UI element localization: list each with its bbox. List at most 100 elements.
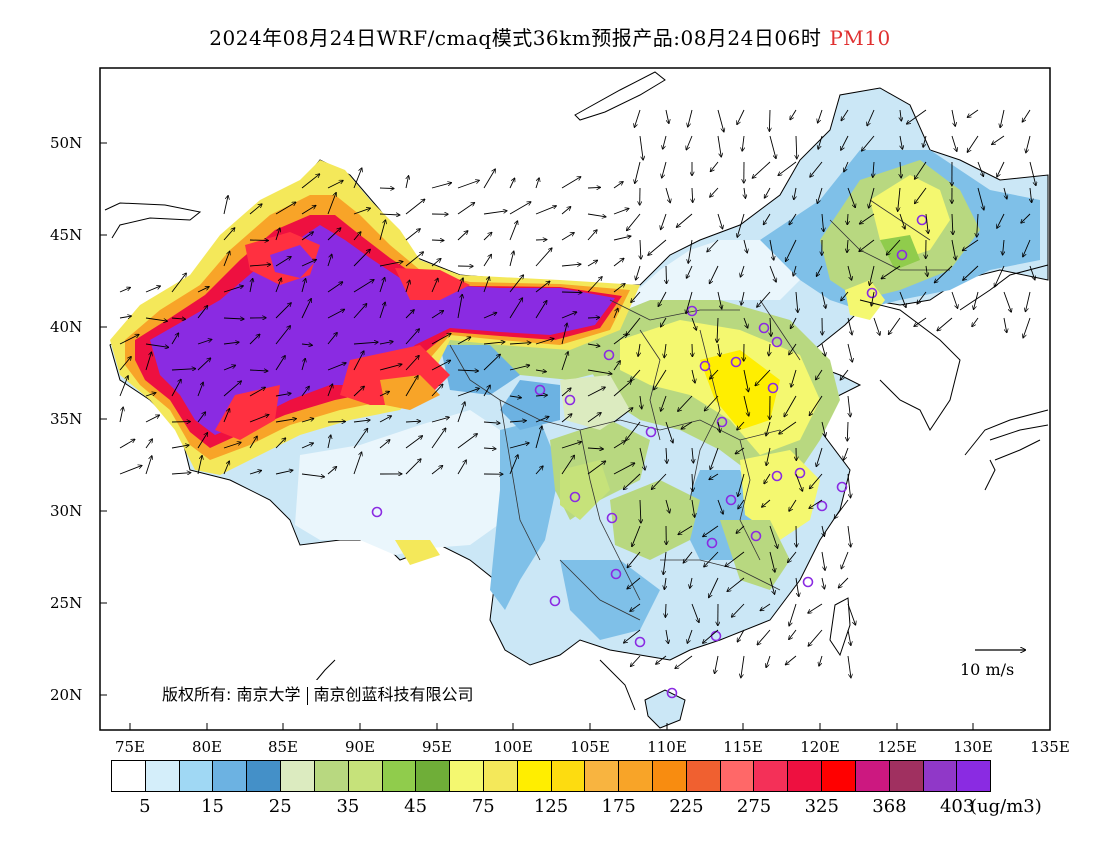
wind-arrow	[968, 109, 979, 117]
wind-arrow	[794, 187, 796, 199]
wind-arrow	[684, 551, 693, 563]
wind-arrow	[737, 213, 745, 237]
wind-arrow	[779, 421, 797, 434]
wind-arrow	[717, 213, 723, 229]
lat-label-45n: 45N	[50, 226, 83, 244]
wind-arrow	[145, 286, 160, 293]
wind-arrow	[710, 187, 719, 197]
wind-arrow	[847, 421, 848, 441]
wind-arrow	[764, 473, 771, 483]
wind-arrow	[769, 109, 770, 131]
wind-arrow	[757, 629, 771, 645]
wind-arrow	[736, 525, 745, 533]
wind-arrow	[628, 551, 641, 567]
wind-arrow	[900, 109, 901, 121]
wind-arrow	[631, 291, 641, 302]
lon-label-120e: 120E	[800, 738, 840, 756]
wind-arrow	[951, 109, 955, 126]
wind-arrow	[665, 499, 670, 513]
wind-arrow	[822, 213, 824, 231]
wind-arrow	[119, 335, 139, 345]
wind-arrow	[171, 445, 189, 449]
wind-arrow	[997, 161, 1005, 177]
lon-label-115e: 115E	[723, 738, 763, 756]
wind-arrow	[353, 232, 361, 241]
legend-swatch	[145, 761, 180, 791]
copyright-prefix: 版权所有:	[162, 685, 232, 704]
wind-arrow	[665, 421, 673, 443]
wind-arrow	[661, 213, 667, 229]
wind-arrow	[691, 369, 695, 383]
wind-arrow	[587, 344, 599, 346]
wind-arrow	[535, 339, 554, 345]
lon-label-130e: 130E	[953, 738, 993, 756]
wind-arrow	[923, 135, 927, 147]
wind-arrow	[457, 295, 462, 319]
wind-arrow	[535, 248, 552, 267]
wind-arrow	[405, 459, 421, 475]
wind-arrow	[301, 443, 313, 449]
wind-arrow	[483, 342, 504, 344]
wind-arrow	[937, 317, 953, 331]
wind-arrow	[796, 525, 797, 547]
legend-swatch	[348, 761, 383, 791]
wind-arrow	[821, 291, 826, 308]
wind-arrow	[867, 109, 875, 125]
legend-swatch	[653, 761, 687, 791]
wind-arrow	[743, 317, 748, 328]
wind-arrow	[431, 385, 443, 397]
wind-arrow	[327, 228, 341, 241]
wind-arrow	[691, 603, 699, 622]
wind-arrow	[561, 177, 581, 189]
wind-arrow	[275, 228, 280, 241]
wind-arrow	[561, 207, 571, 215]
wind-arrow	[791, 369, 797, 387]
wind-arrow	[431, 417, 449, 423]
legend-swatch	[720, 761, 755, 791]
wind-arrow	[889, 317, 901, 334]
lat-label-50n: 50N	[50, 134, 83, 152]
wind-arrow	[808, 629, 823, 646]
wind-arrow	[717, 135, 721, 157]
wind-arrow	[753, 161, 771, 178]
wind-arrow	[509, 179, 515, 189]
wind-arrow	[327, 255, 332, 267]
wind-vector-field	[119, 109, 1036, 677]
wind-arrow	[561, 312, 576, 319]
wind-arrow	[327, 422, 345, 423]
wind-arrow	[509, 396, 521, 398]
wind-arrow	[431, 259, 441, 267]
wind-arrow	[717, 499, 723, 514]
legend-label: 75	[471, 796, 495, 817]
wind-arrow	[963, 265, 979, 280]
wind-arrow	[457, 181, 479, 189]
wind-arrow	[847, 525, 851, 547]
wind-arrow	[561, 292, 581, 293]
wind-arrow	[860, 213, 875, 224]
legend-swatch	[822, 761, 856, 791]
wind-arrow	[535, 301, 547, 319]
wind-arrow	[869, 187, 875, 208]
legend-label: 25	[268, 796, 292, 817]
wind-arrow	[145, 343, 168, 347]
wind-arrow	[1029, 161, 1036, 185]
wind-arrow	[822, 577, 824, 589]
wind-arrow	[847, 187, 855, 207]
lon-label-90e: 90E	[344, 738, 376, 756]
wind-arrow	[509, 443, 529, 449]
wind-arrow	[873, 161, 874, 177]
wind-arrow	[223, 461, 229, 475]
wind-arrow	[275, 303, 291, 319]
wind-arrow	[635, 161, 641, 183]
wind-arrow	[301, 473, 324, 477]
wind-arrow	[917, 291, 927, 304]
wind-arrow	[1029, 265, 1035, 280]
legend-label: 125	[533, 796, 569, 817]
wind-arrow	[587, 277, 602, 293]
wind-arrow	[561, 233, 574, 241]
wind-arrow	[789, 603, 797, 626]
wind-arrow	[915, 187, 927, 203]
wind-arrow	[664, 577, 666, 589]
lon-label-105e: 105E	[570, 738, 610, 756]
wind-arrow	[898, 187, 901, 211]
